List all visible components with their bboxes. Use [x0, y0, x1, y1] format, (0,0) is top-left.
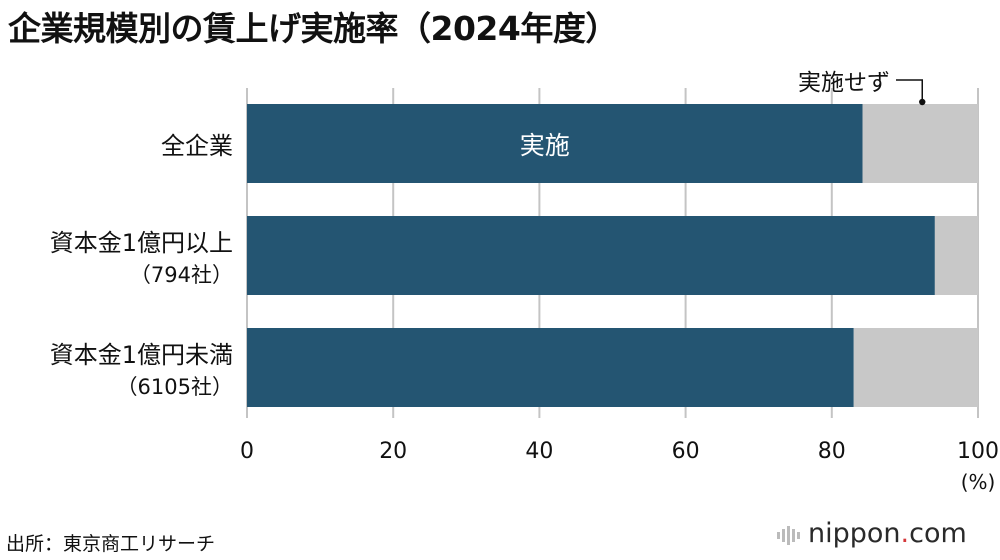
bar-not-implemented-2	[853, 328, 978, 407]
brand-tld: com	[909, 518, 967, 549]
brand-name: nippon	[808, 518, 901, 549]
source-note: 出所：東京商工リサーチ	[6, 533, 216, 555]
bar-implemented-1	[247, 216, 935, 295]
nippon-logo-icon	[777, 525, 800, 545]
x-tick-label-100: 100	[957, 439, 999, 464]
category-sublabel: （794社）	[130, 263, 233, 287]
category-label: 資本金1億円未満	[50, 341, 233, 369]
x-axis: 0 20 40 60 80 100 (%)	[240, 439, 999, 494]
x-tick-label-40: 40	[525, 439, 553, 464]
leader-dot	[919, 98, 926, 106]
category-label: 資本金1億円以上	[50, 229, 233, 257]
x-tick-label-20: 20	[379, 439, 407, 464]
bar-implemented-0	[247, 104, 863, 183]
category-label: 全企業	[161, 132, 233, 160]
chart-title: 企業規模別の賃上げ実施率（2024年度）	[8, 9, 618, 48]
bars	[247, 104, 978, 407]
series-label-not-implemented: 実施せず	[798, 70, 890, 96]
x-tick-label-80: 80	[818, 439, 846, 464]
x-tick-label-60: 60	[672, 439, 700, 464]
series-label-implemented: 実施	[520, 131, 570, 160]
bar-not-implemented-1	[934, 216, 978, 295]
brand-dot: .	[900, 518, 910, 549]
x-unit-label: (%)	[961, 470, 996, 494]
annotations: 実施 実施せず	[520, 70, 926, 160]
x-tick-label-0: 0	[240, 439, 254, 464]
bar-not-implemented-0	[862, 104, 978, 183]
category-sublabel: （6105社）	[117, 375, 233, 399]
leader-line	[896, 79, 924, 102]
brand-logo[interactable]: nippon.com	[776, 518, 967, 549]
bar-implemented-2	[247, 328, 854, 407]
